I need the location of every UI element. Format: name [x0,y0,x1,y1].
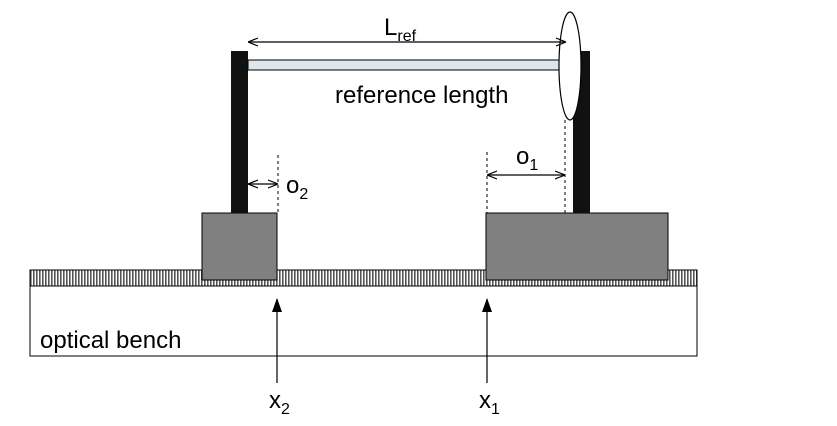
left-post [231,51,248,213]
optical-bench-body [29,285,698,357]
x1-sub: 1 [491,401,500,418]
o2-label: o2 [286,172,308,203]
o1-main: o [516,143,529,170]
optical-bench-label: optical bench [40,327,181,354]
l-ref-sub: ref [397,28,416,45]
x1-main: x [479,387,491,414]
l-ref-label: Lref [384,14,417,45]
lens-element [558,11,582,121]
o1-label: o1 [516,143,538,174]
right-carriage [485,212,669,281]
l-ref-main: L [384,14,397,41]
x2-sub: 2 [281,401,290,418]
reference-length-label: reference length [335,82,508,109]
o1-sub: 1 [529,157,538,174]
o2-sub: 2 [299,186,308,203]
left-carriage [201,212,278,281]
x1-label: x1 [479,387,500,418]
x2-label: x2 [269,387,290,418]
o2-main: o [286,172,299,199]
x2-main: x [269,387,281,414]
reference-rod [247,59,567,71]
